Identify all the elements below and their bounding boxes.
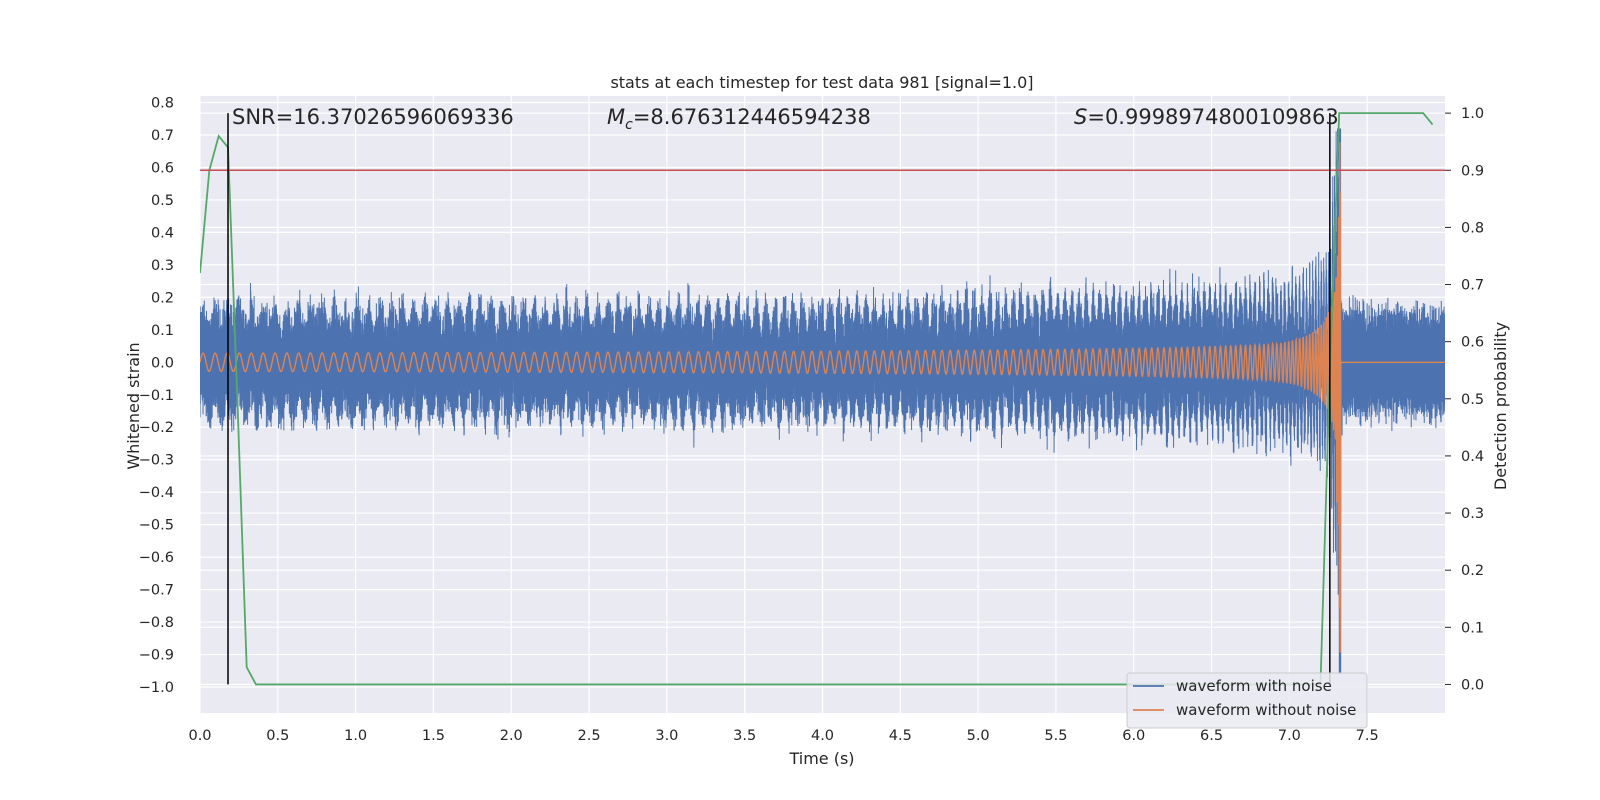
- y-tick-label: −1.0: [139, 680, 174, 696]
- y2-tick-label: 1.0: [1461, 106, 1484, 122]
- series-waveform-with-noise: [200, 128, 1445, 675]
- x-axis-label: Time (s): [788, 749, 854, 768]
- score-symbol: S: [1074, 105, 1087, 129]
- y-tick-label: −0.3: [139, 453, 174, 469]
- y2-tick-label: 0.2: [1461, 563, 1484, 579]
- y-tick-labels: 0.8 0.7 0.6 0.5 0.4 0.3 0.2 0.1 0.0 −0.1 −0.2 −0.3 −…: [139, 95, 174, 696]
- y2-tick-label: 0.8: [1461, 220, 1484, 236]
- x-tick-label: 7.5: [1356, 728, 1379, 744]
- chirp-mass-subscript: c: [625, 117, 633, 133]
- score-value: =0.9998974800109863: [1087, 105, 1338, 129]
- x-tick-label: 1.0: [344, 728, 367, 744]
- y-axis-label: Whitened strain: [124, 342, 143, 469]
- x-tick-label: 6.5: [1200, 728, 1223, 744]
- x-tick-label: 3.5: [733, 728, 756, 744]
- y-tick-label: 0.7: [151, 128, 174, 144]
- y2-tick-label: 0.5: [1461, 392, 1484, 408]
- y-tick-label: −0.9: [139, 648, 174, 664]
- y-tick-label: 0.1: [151, 323, 174, 339]
- y2-tick-labels: 0.0 0.1 0.2 0.3 0.4 0.5 0.6 0.7 0.8 0.9 1.0: [1445, 106, 1484, 693]
- y-tick-label: 0.0: [151, 355, 174, 371]
- x-tick-label: 0.5: [266, 728, 289, 744]
- chirp-mass-symbol: M: [607, 105, 625, 129]
- legend-label-noise: waveform with noise: [1176, 677, 1332, 695]
- x-tick-label: 4.5: [889, 728, 912, 744]
- x-tick-label: 2.0: [500, 728, 523, 744]
- y2-tick-label: 0.4: [1461, 449, 1484, 465]
- y-tick-label: −0.6: [139, 550, 174, 566]
- y-tick-label: −0.1: [139, 388, 174, 404]
- y2-tick-label: 0.7: [1461, 278, 1484, 294]
- y-tick-label: 0.6: [151, 160, 174, 176]
- x-tick-label: 0.0: [188, 728, 211, 744]
- y-tick-label: 0.3: [151, 258, 174, 274]
- y2-tick-label: 0.3: [1461, 506, 1484, 522]
- y2-tick-label: 0.0: [1461, 677, 1484, 693]
- y2-tick-label: 0.1: [1461, 620, 1484, 636]
- y-tick-label: 0.4: [151, 225, 174, 241]
- y-tick-label: −0.2: [139, 420, 174, 436]
- marker-lines: [227, 113, 1331, 685]
- x-tick-labels: 0.0 0.5 1.0 1.5 2.0 2.5 3.0 3.5 4.0 4.5 5.0 5.5 6.0 6…: [188, 728, 1378, 744]
- x-tick-label: 1.5: [422, 728, 445, 744]
- x-tick-label: 7.0: [1278, 728, 1301, 744]
- y-tick-label: −0.5: [139, 518, 174, 534]
- x-tick-label: 4.0: [811, 728, 834, 744]
- y2-tick-label: 0.6: [1461, 335, 1484, 351]
- y2-axis-label: Detection probability: [1491, 322, 1510, 490]
- x-tick-label: 6.0: [1122, 728, 1145, 744]
- x-tick-label: 5.5: [1044, 728, 1067, 744]
- legend-box: [1126, 672, 1368, 729]
- series-waveform-without-noise: [200, 142, 1445, 653]
- y-tick-label: 0.5: [151, 193, 174, 209]
- y-tick-label: 0.2: [151, 290, 174, 306]
- y-tick-label: −0.7: [139, 583, 174, 599]
- legend-label-clean: waveform without noise: [1176, 701, 1356, 719]
- chirp-mass-value: =8.676312446594238: [633, 105, 871, 129]
- score-annotation: S=0.9998974800109863: [1074, 105, 1339, 129]
- chirp-mass-annotation: Mc=8.676312446594238: [607, 105, 871, 133]
- legend: waveform with noise waveform without noi…: [1126, 672, 1368, 729]
- snr-annotation: SNR=16.37026596069336: [232, 105, 514, 129]
- y-tick-label: −0.8: [139, 615, 174, 631]
- y-tick-label: 0.8: [151, 95, 174, 111]
- x-tick-label: 3.0: [655, 728, 678, 744]
- x-tick-label: 5.0: [967, 728, 990, 744]
- chart-title: stats at each timestep for test data 981…: [610, 73, 1033, 92]
- x-tick-label: 2.5: [578, 728, 601, 744]
- y2-tick-label: 0.9: [1461, 163, 1484, 179]
- y-tick-label: −0.4: [139, 485, 174, 501]
